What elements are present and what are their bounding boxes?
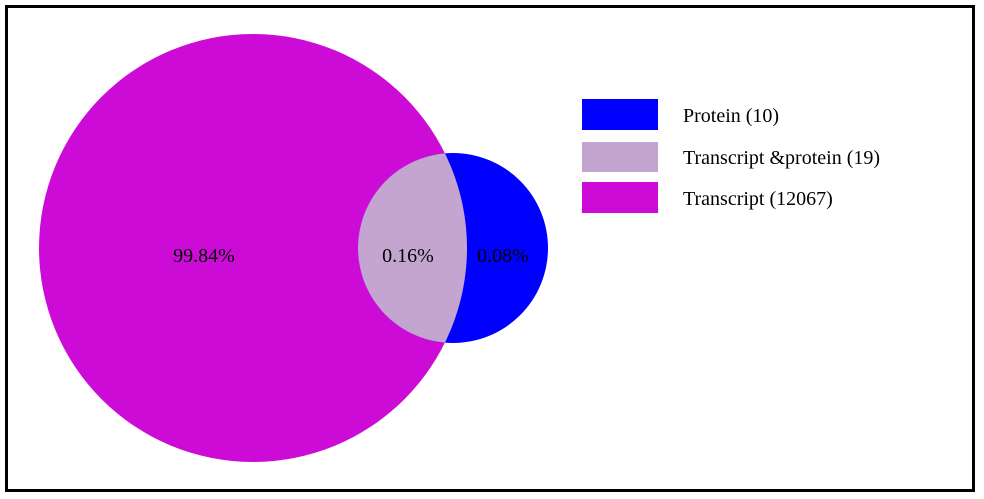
legend-label-transcript-protein: Transcript &protein (19) [683, 147, 880, 169]
region-label-protein-only: 0.08% [477, 245, 529, 267]
legend-label-transcript: Transcript (12067) [683, 188, 833, 210]
legend-swatch-transcript-protein [582, 142, 658, 172]
legend-swatch-protein [582, 99, 658, 130]
venn-circle-transcript [39, 34, 467, 462]
venn-intersection [358, 153, 467, 343]
legend: Protein (10) Transcript &protein (19) Tr… [582, 99, 880, 213]
legend-swatch-transcript [582, 182, 658, 213]
region-label-transcript-only: 99.84% [173, 245, 235, 267]
region-label-intersection: 0.16% [382, 245, 434, 267]
legend-label-protein: Protein (10) [683, 105, 779, 127]
